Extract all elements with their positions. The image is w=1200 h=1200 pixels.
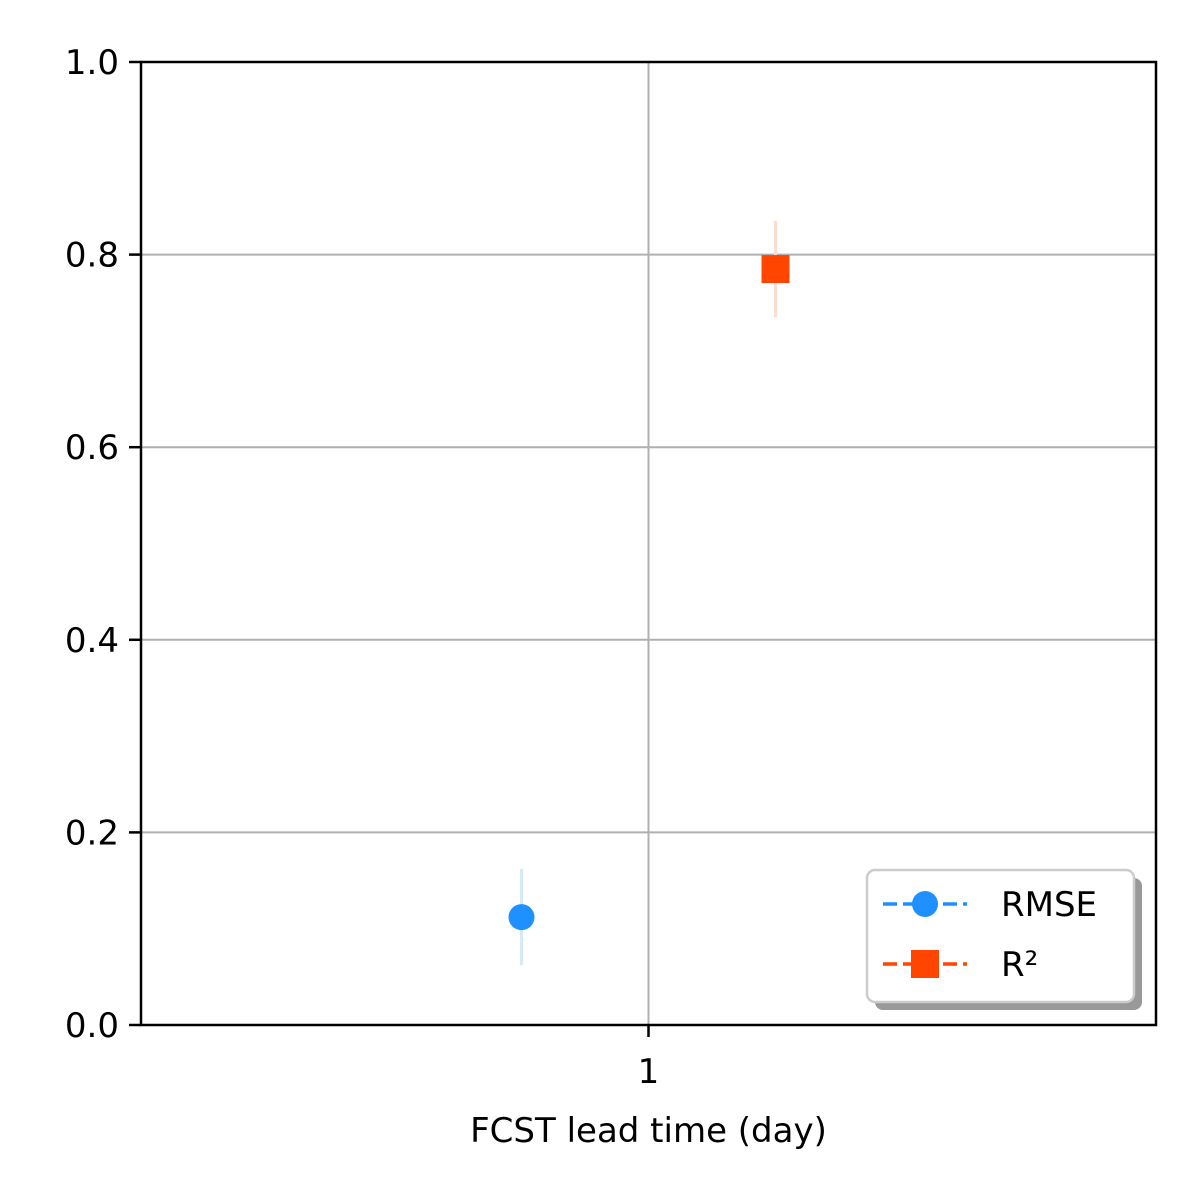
data-point [508, 904, 535, 931]
x-axis-label: FCST lead time (day) [470, 1111, 827, 1151]
y-tick-label: 1.0 [65, 43, 119, 83]
data-point [761, 255, 790, 284]
y-tick-label: 0.6 [65, 428, 119, 468]
data-markers [508, 255, 790, 931]
legend-marker [912, 891, 938, 917]
axis-ticks: 0.0 0.2 0.4 0.6 0.8 1.0 1 [65, 43, 659, 1092]
legend-marker [911, 950, 939, 978]
y-tick-label: 0.8 [65, 236, 119, 276]
legend: RMSE R² [865, 868, 1142, 1010]
legend-label: R² [1001, 945, 1038, 985]
y-tick-label: 0.4 [65, 621, 119, 661]
legend-label: RMSE [1001, 885, 1097, 925]
y-tick-label: 0.2 [65, 813, 119, 853]
x-tick-label: 1 [638, 1052, 660, 1092]
y-tick-label: 0.0 [65, 1006, 119, 1046]
